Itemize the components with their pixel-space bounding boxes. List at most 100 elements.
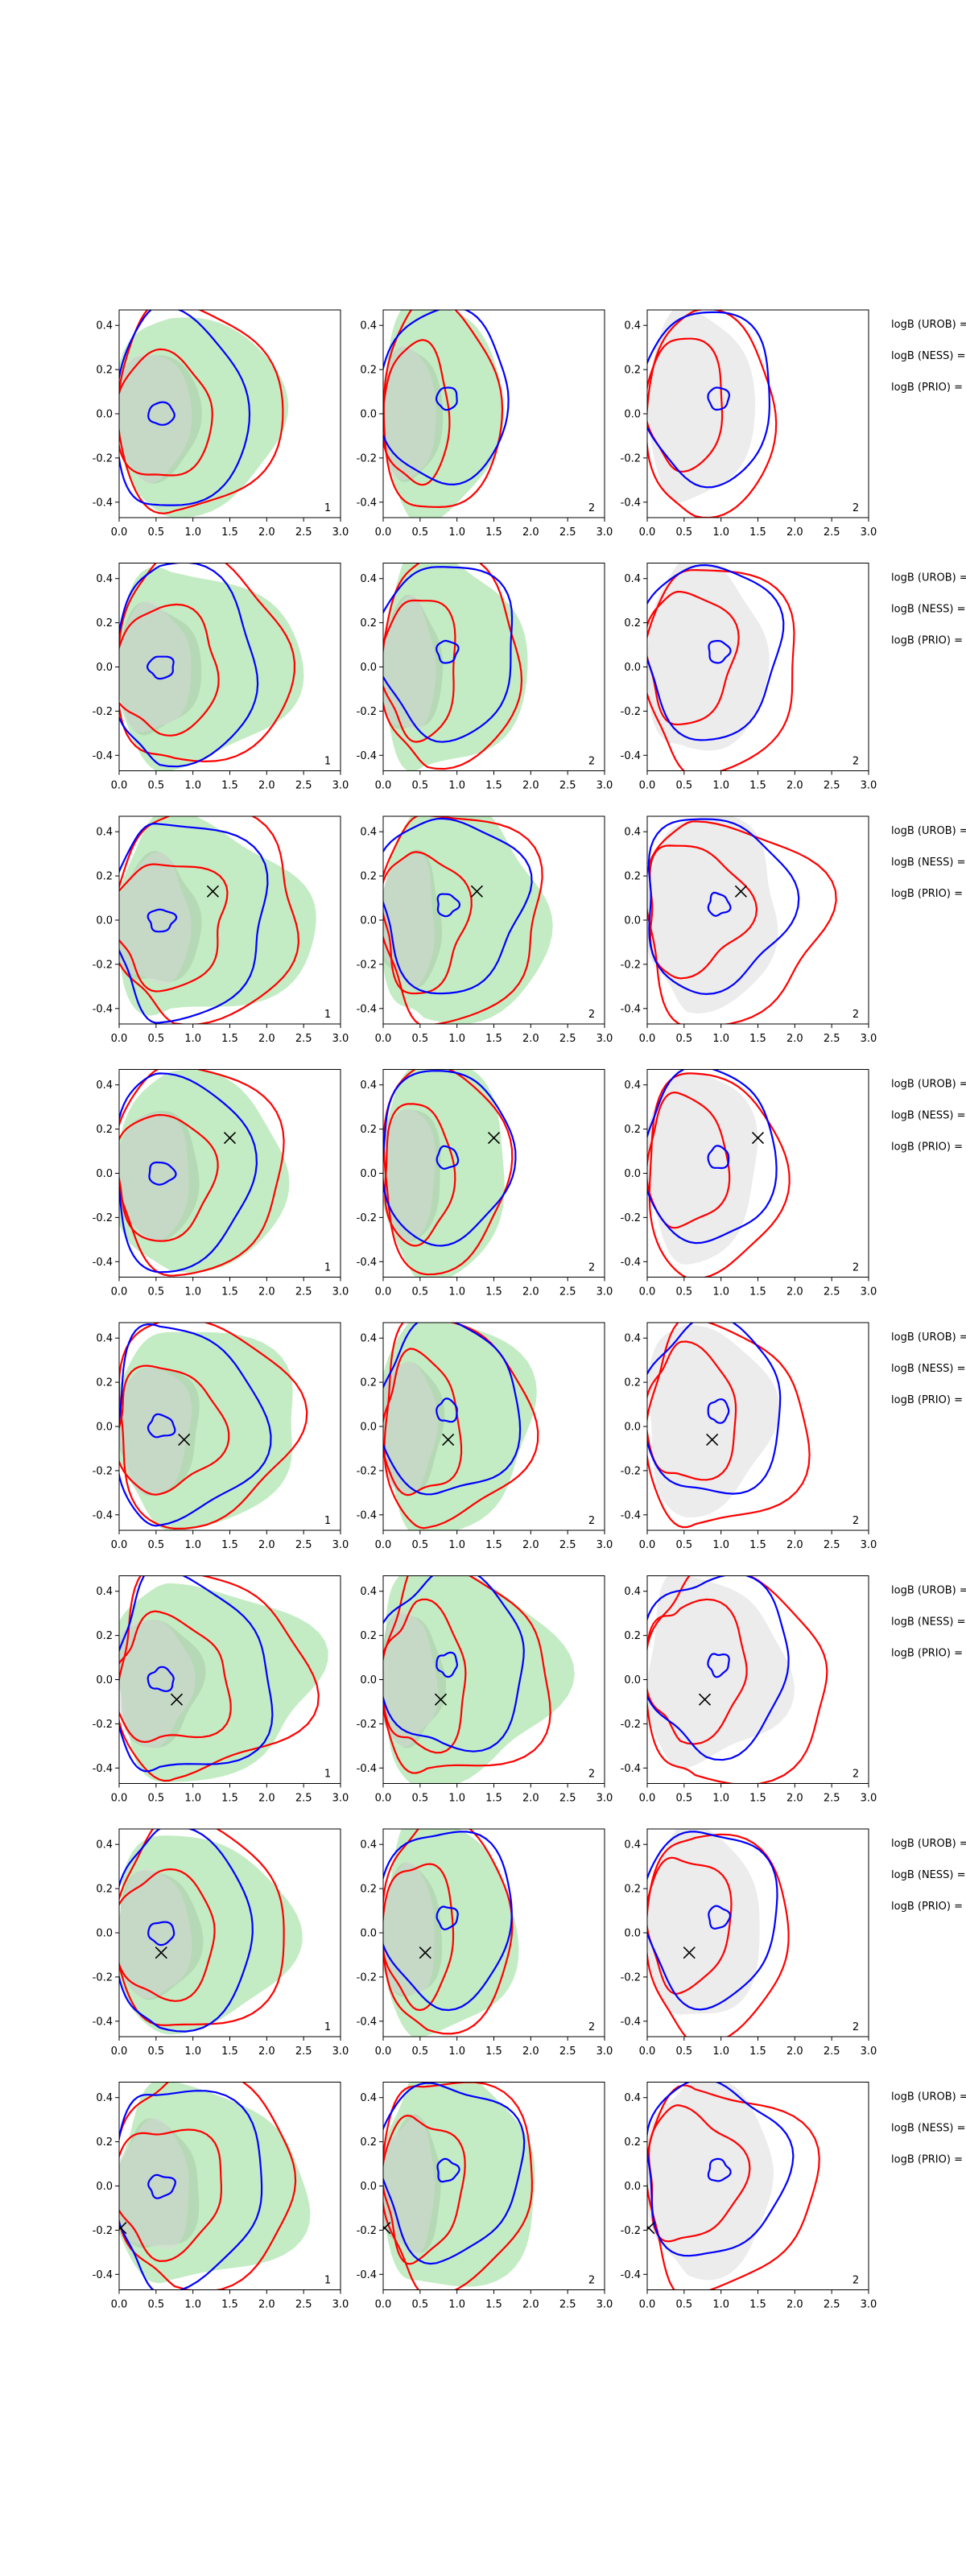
x-marker: [419, 1946, 431, 1959]
x-tick-label: 2.5: [559, 1793, 576, 1805]
y-tick-label: 0.0: [360, 915, 377, 927]
panel-r5-c2: 0.0 0.5 1.0 1.5 2.0 2.5 3.0 0.4 0.2 0.0 -0.2 -0.4 2: [357, 1322, 613, 1551]
blue-contour-line: [436, 639, 460, 664]
x-marker: [683, 1946, 696, 1959]
x-tick-label: 2.5: [824, 526, 840, 539]
panel-label: 2: [852, 502, 859, 514]
panel-label: 1: [324, 2021, 331, 2033]
blue-contour-line: [383, 1323, 522, 1496]
x-tick-label: 3.0: [332, 2046, 349, 2058]
x-tick-label: 1.0: [712, 526, 729, 539]
blue-contour-line: [383, 310, 510, 486]
y-tick-label: -0.2: [357, 452, 377, 464]
y-tick-label: 0.0: [96, 1928, 113, 1940]
y-tick-label: -0.2: [93, 1465, 113, 1477]
panel-label: 2: [852, 2021, 859, 2033]
red-contour-line: [119, 348, 213, 477]
x-tick-label: 1.5: [749, 1539, 766, 1551]
y-tick-label: 0.4: [624, 827, 641, 839]
contour-area: [647, 563, 795, 771]
y-tick-label: 0.2: [624, 365, 641, 377]
x-tick-label: 2.5: [559, 1539, 576, 1551]
red-contour-line: [647, 1598, 748, 1745]
panel-label: 2: [588, 502, 595, 514]
y-tick-label: -0.2: [93, 1719, 113, 1731]
x-tick-label: 1.5: [749, 2046, 766, 2058]
blue-contour-line: [707, 1653, 730, 1678]
x-tick-label: 1.0: [712, 1286, 729, 1298]
grey-filled-contour: [119, 353, 192, 484]
panel-r5-c3: 0.0 0.5 1.0 1.5 2.0 2.5 3.0 0.4 0.2 0.0 -0.2 -0.4 2: [621, 1322, 877, 1551]
y-tick-label: -0.2: [357, 959, 377, 971]
blue-contour-line: [119, 1072, 258, 1274]
panel-label: 1: [324, 1262, 331, 1274]
y-tick-label: 0.4: [624, 2092, 641, 2104]
y-tick-label: 0.4: [360, 1333, 377, 1345]
x-tick-label: 0.0: [375, 1286, 392, 1298]
red-contour-line: [647, 568, 795, 771]
side-label: logB (PRIO) =: [891, 1901, 963, 1913]
x-tick-label: 0.0: [639, 1286, 656, 1298]
x-marker: [706, 1433, 719, 1447]
x-marker: [751, 1132, 765, 1145]
x-tick-label: 0.0: [639, 1033, 656, 1045]
blue-contour-line: [119, 563, 259, 768]
contour-area: [119, 2082, 311, 2290]
grey-filled-contour: [647, 1575, 795, 1770]
x-tick-label: 3.0: [597, 1793, 613, 1805]
grey-filled-contour: [647, 2082, 774, 2281]
y-tick-label: -0.4: [93, 750, 113, 762]
y-tick-label: -0.2: [621, 1719, 641, 1731]
side-label: logB (NESS) =: [891, 1110, 965, 1122]
x-tick-label: 1.0: [712, 1539, 729, 1551]
blue-contour-line: [147, 1413, 176, 1439]
y-tick-label: -0.4: [621, 1763, 641, 1775]
panel-r4-c3: 0.0 0.5 1.0 1.5 2.0 2.5 3.0 0.4 0.2 0.0 -0.2 -0.4 2: [621, 1069, 877, 1298]
x-tick-label: 0.5: [147, 1539, 164, 1551]
panel-label: 1: [324, 756, 331, 768]
red-contour-line: [383, 816, 543, 1024]
blue-contour-line: [436, 1905, 459, 1930]
panel-label: 2: [588, 2021, 595, 2033]
blue-contour-line: [707, 386, 731, 411]
panel-r1-c3: 0.0 0.5 1.0 1.5 2.0 2.5 3.0 0.4 0.2 0.0 -0.2 -0.4 2: [621, 309, 877, 539]
panel-label: 2: [852, 2275, 859, 2287]
x-tick-label: 1.5: [749, 780, 766, 792]
x-tick-label: 3.0: [861, 2046, 877, 2058]
x-tick-label: 0.0: [375, 780, 392, 792]
y-tick-label: 0.0: [360, 2181, 377, 2193]
contour-area: [383, 2082, 535, 2290]
panel-label: 1: [324, 1769, 331, 1781]
panel-r8-c2: 0.0 0.5 1.0 1.5 2.0 2.5 3.0 0.4 0.2 0.0 -0.2 -0.4 2: [357, 2082, 613, 2311]
y-tick-label: 0.0: [360, 662, 377, 674]
y-tick-label: 0.4: [360, 1586, 377, 1598]
x-tick-label: 2.0: [786, 2299, 803, 2311]
blue-contour-line: [647, 1323, 782, 1495]
x-tick-label: 1.5: [485, 2299, 502, 2311]
y-tick-label: -0.4: [621, 2269, 641, 2281]
panel-r8-c1: 0.0 0.5 1.0 1.5 2.0 2.5 3.0 0.4 0.2 0.0 -0.2 -0.4 1: [93, 2082, 349, 2311]
y-tick-label: -0.4: [621, 750, 641, 762]
y-tick-label: -0.2: [621, 452, 641, 464]
y-tick-label: -0.4: [357, 2269, 377, 2281]
panel-label: 1: [324, 1515, 331, 1527]
contour-area: [119, 1069, 290, 1277]
panel-r4-c2: 0.0 0.5 1.0 1.5 2.0 2.5 3.0 0.4 0.2 0.0 -0.2 -0.4 2: [357, 1069, 613, 1298]
red-contour-line: [647, 1340, 737, 1481]
red-contour-line: [383, 851, 473, 995]
y-tick-label: 0.2: [96, 1377, 113, 1389]
blue-contour-line: [147, 401, 175, 426]
panel-label: 2: [852, 1009, 859, 1021]
x-tick-label: 1.5: [221, 780, 238, 792]
x-marker: [383, 2222, 391, 2235]
x-tick-label: 2.5: [559, 1286, 576, 1298]
grey-filled-contour: [119, 1620, 196, 1748]
blue-contour-line: [436, 1145, 460, 1170]
y-tick-label: -0.2: [357, 1465, 377, 1477]
side-label: logB (UROB) =: [891, 1838, 966, 1850]
x-tick-label: 1.5: [485, 1539, 502, 1551]
x-tick-label: 0.5: [147, 526, 164, 539]
red-contour-line: [383, 1598, 467, 1754]
x-tick-label: 0.5: [411, 780, 428, 792]
